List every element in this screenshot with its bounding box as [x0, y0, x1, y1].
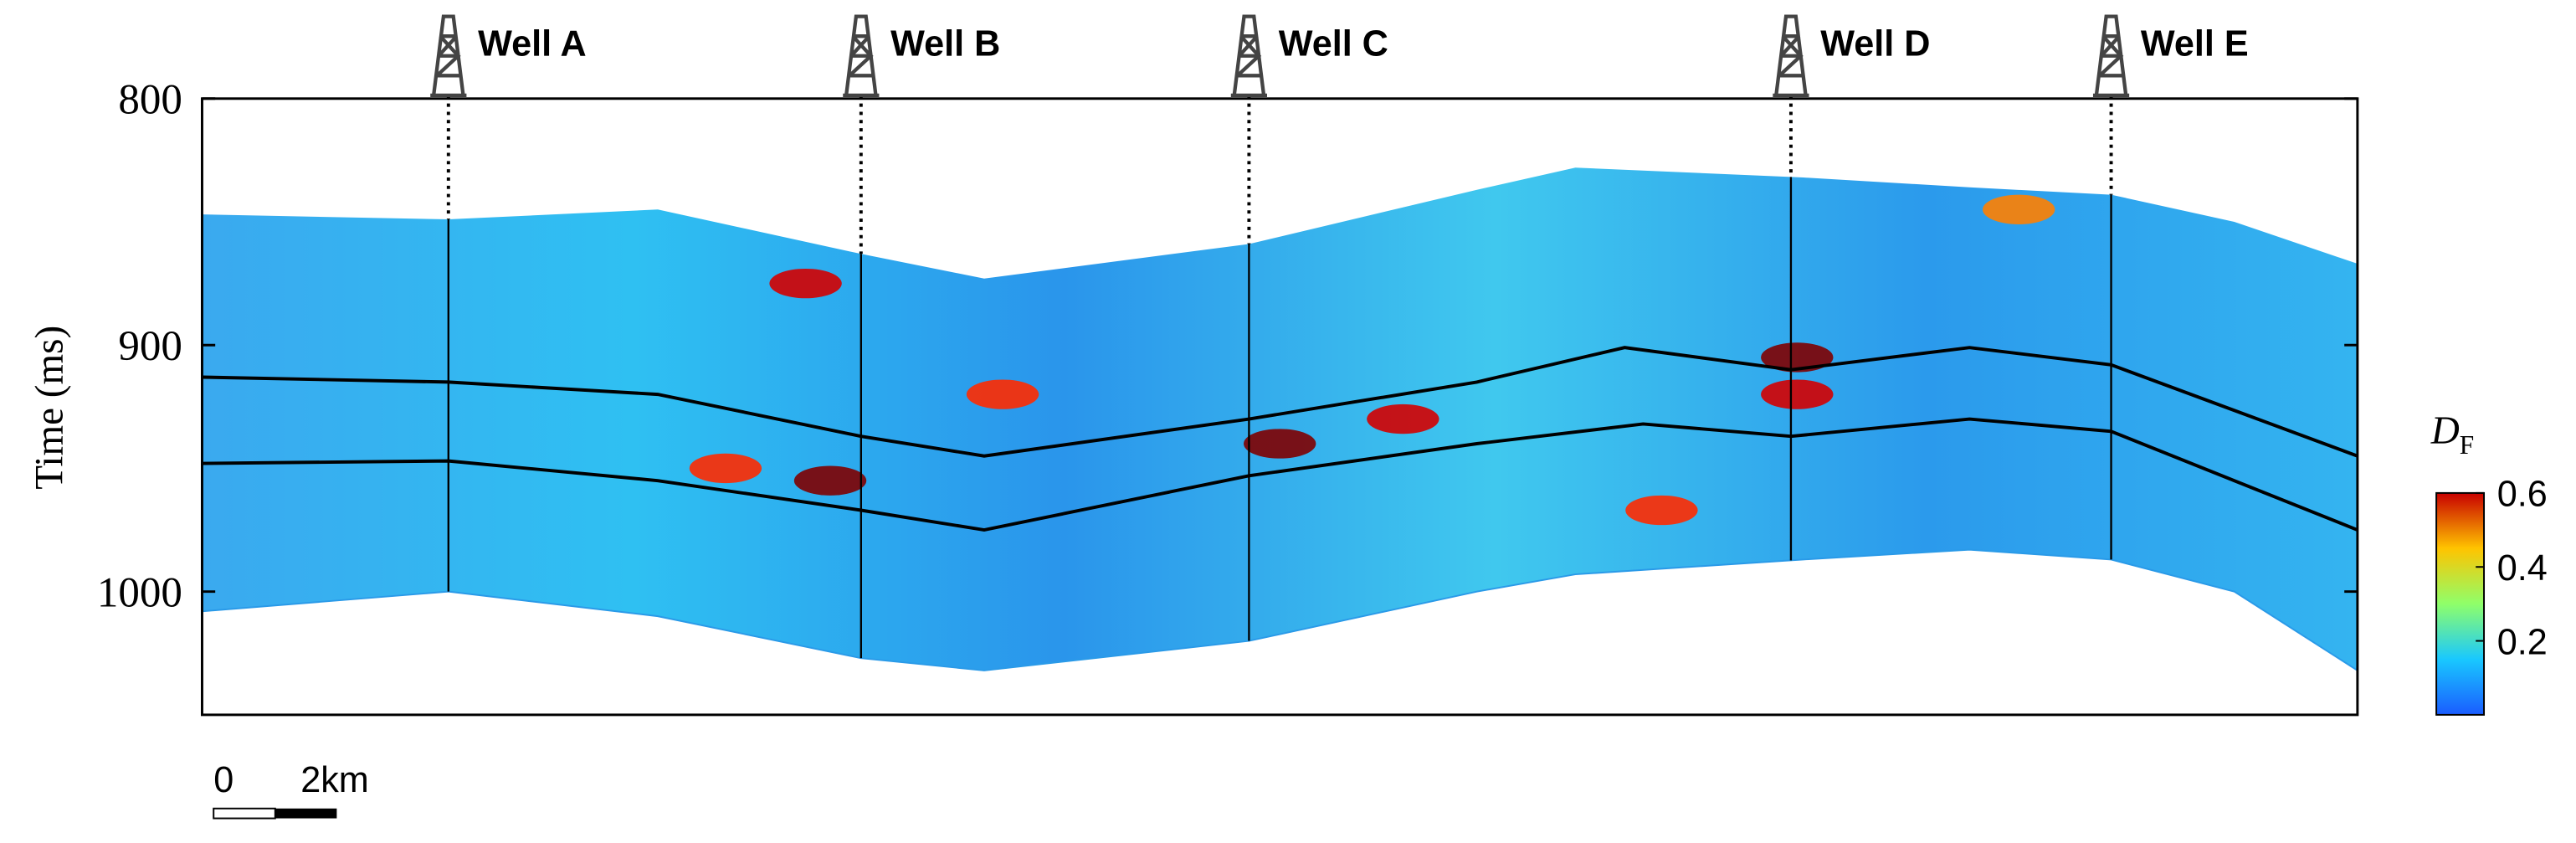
- well-derrick: [1773, 14, 1809, 98]
- well-derrick: [430, 14, 467, 98]
- anomaly: [793, 465, 867, 496]
- horizon: [202, 346, 2358, 458]
- colorbar-label-main: D: [2430, 409, 2460, 453]
- scale-bar-black: [275, 808, 337, 819]
- scale-bar-white: [213, 807, 276, 820]
- anomaly: [1367, 404, 1439, 434]
- colorbar: [2435, 491, 2486, 716]
- y-tick-label: 800: [118, 76, 182, 123]
- anomaly: [769, 268, 842, 299]
- colorbar-tick-label: 0.2: [2497, 622, 2548, 662]
- plot-frame: [201, 97, 2359, 717]
- colorbar-label: DF: [2430, 409, 2475, 460]
- y-tick-label: 900: [118, 323, 182, 370]
- section-top: [202, 167, 2358, 671]
- anomaly: [1761, 342, 1834, 373]
- well-label: Well E: [2141, 24, 2249, 64]
- well-derrick: [843, 14, 880, 98]
- colorbar-tick-label: 0.6: [2497, 475, 2548, 515]
- well-derrick: [2092, 14, 2130, 98]
- anomaly: [1244, 429, 1316, 459]
- y-tick-label: 1000: [97, 569, 182, 616]
- anomaly: [689, 453, 762, 484]
- well-label: Well D: [1820, 24, 1930, 64]
- colorbar-tick-label: 0.4: [2497, 548, 2548, 589]
- anomaly: [1982, 194, 2055, 224]
- well-label: Well B: [890, 24, 1000, 64]
- scale-label: 0: [213, 760, 233, 800]
- y-axis-label: Time (ms): [28, 326, 72, 490]
- horizon: [202, 417, 2358, 532]
- well-label: Well A: [478, 24, 587, 64]
- anomaly: [1625, 495, 1698, 526]
- anomaly: [966, 379, 1039, 409]
- well-label: Well C: [1279, 24, 1388, 64]
- anomaly: [1761, 379, 1834, 409]
- well-derrick: [1230, 14, 1267, 98]
- colorbar-label-sub: F: [2460, 430, 2474, 460]
- scale-label: 2km: [300, 760, 369, 800]
